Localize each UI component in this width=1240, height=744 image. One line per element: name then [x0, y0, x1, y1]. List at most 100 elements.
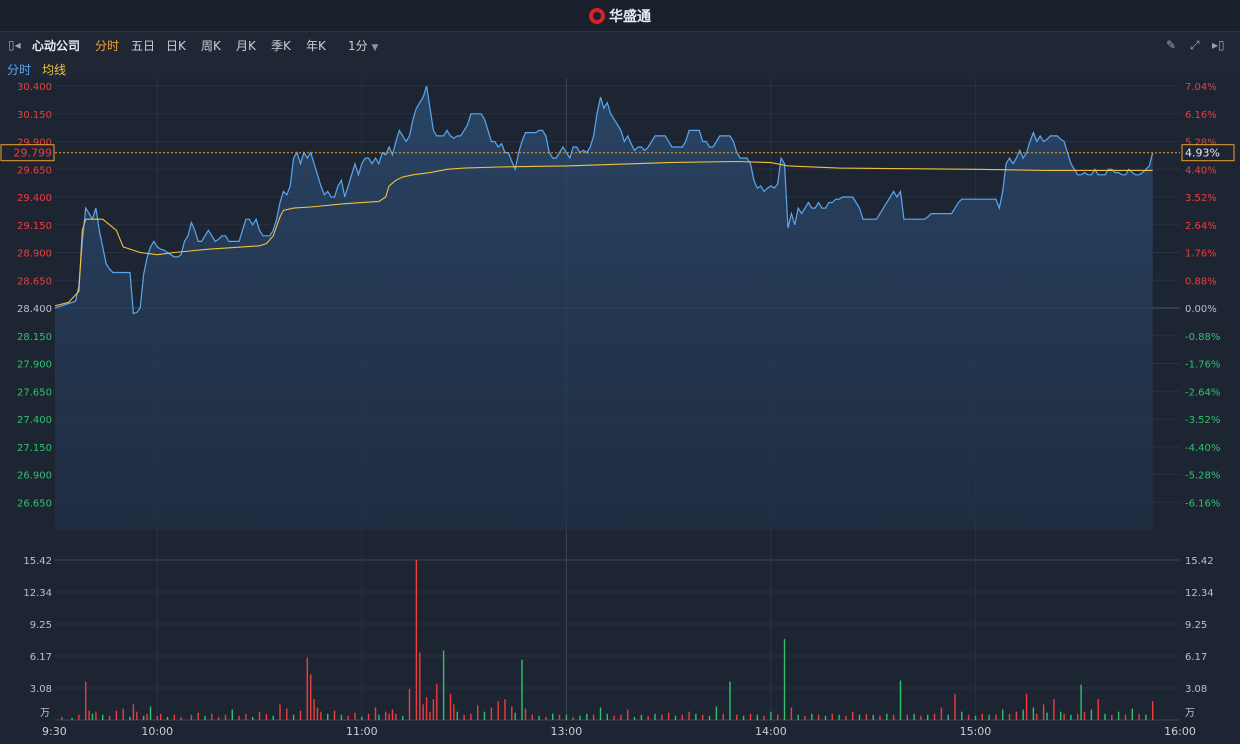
legend-bar: 分时 均线: [0, 58, 1240, 78]
legend-minute: 分时: [7, 63, 32, 77]
volume-tick-label: 3.08: [30, 684, 52, 695]
volume-tick-label: 9.25: [30, 620, 52, 631]
volume-bar: [132, 704, 135, 720]
volume-bar: [804, 715, 806, 720]
volume-bar: [654, 713, 656, 720]
volume-bar: [1111, 714, 1113, 720]
volume-bar: [102, 714, 104, 720]
volume-bar: [1036, 713, 1038, 720]
volume-bar: [688, 711, 690, 720]
volume-bar: [299, 710, 302, 720]
price-tick-label: 27.400: [17, 415, 52, 426]
current-price-box: [0, 144, 55, 162]
volume-bar: [1025, 694, 1028, 720]
volume-tick-label-right: 9.25: [1185, 620, 1207, 631]
volume-unit-label-right: 万: [1185, 708, 1195, 719]
pct-tick-label: 3.52%: [1185, 193, 1217, 204]
time-tick-label: 15:00: [960, 725, 992, 738]
volume-bar: [858, 714, 861, 720]
volume-bar: [149, 706, 152, 720]
volume-bar: [708, 715, 711, 720]
brand-logo-icon: [589, 8, 605, 24]
volume-bar: [824, 715, 827, 720]
volume-bar: [797, 714, 799, 720]
volume-bar: [320, 711, 322, 720]
pct-tick-label: -5.28%: [1185, 471, 1220, 482]
tab-day-k[interactable]: 日K: [166, 39, 186, 53]
collapse-right-icon[interactable]: ▸▯: [1212, 38, 1225, 52]
volume-bar: [933, 713, 936, 720]
stock-name: 心动公司: [32, 39, 81, 53]
volume-bar: [190, 714, 193, 720]
axes: 30.400 7.04% 30.150 6.16% 29.900 5.28% 29.650 4…: [17, 82, 1220, 738]
volume-bar: [156, 715, 158, 720]
volume-bar: [310, 674, 312, 720]
time-tick-label: 14:00: [755, 725, 787, 738]
volume-bar: [197, 712, 199, 720]
price-tick-label: 29.150: [17, 221, 52, 232]
interval-select[interactable]: 1分 ▼: [348, 37, 378, 54]
pct-tick-label: -6.16%: [1185, 498, 1220, 509]
volume-bar: [238, 715, 240, 720]
tab-quarter-k[interactable]: 季K: [271, 39, 291, 53]
time-tick-label: 11:00: [346, 725, 378, 738]
current-price-marker: 29.799 4.93%: [0, 144, 1235, 162]
volume-bar: [811, 713, 813, 720]
volume-bar: [606, 713, 608, 720]
pct-tick-label: 4.40%: [1185, 165, 1217, 176]
tab-year-k[interactable]: 年K: [306, 39, 326, 53]
pencil-icon[interactable]: ✎: [1166, 38, 1177, 52]
fullscreen-icon[interactable]: ⤢: [1190, 38, 1200, 52]
volume-bar: [88, 710, 90, 720]
volume-bar: [1046, 712, 1048, 720]
volume-bar: [770, 711, 772, 720]
pct-tick-label: -3.52%: [1185, 415, 1220, 426]
tab-week-k[interactable]: 周K: [201, 39, 221, 53]
pct-tick-label: -4.40%: [1185, 443, 1220, 454]
volume-bar: [429, 711, 431, 720]
collapse-left-icon[interactable]: ▯◂: [8, 38, 21, 52]
volume-bar: [436, 683, 438, 720]
volume-bar: [674, 715, 677, 720]
volume-bar: [722, 713, 724, 720]
volume-tick-label-right: 6.17: [1185, 652, 1207, 663]
tab-month-k[interactable]: 月K: [236, 39, 256, 53]
chevron-down-icon: ▼: [371, 43, 379, 53]
price-tick-label: 28.400: [17, 304, 52, 315]
volume-bars: [61, 560, 1154, 720]
volume-bar: [729, 681, 731, 720]
volume-bar: [514, 712, 516, 720]
pct-tick-label: 1.76%: [1185, 249, 1217, 260]
volume-bar: [872, 714, 874, 720]
volume-bar: [347, 715, 349, 720]
volume-bar: [425, 697, 428, 720]
current-change-label: 4.93%: [1185, 147, 1220, 160]
tab-five-day[interactable]: 五日: [131, 39, 156, 53]
volume-bar: [361, 716, 363, 720]
volume-bar: [180, 716, 182, 720]
volume-bar: [477, 705, 479, 720]
time-tick-label: 13:00: [551, 725, 583, 738]
pct-tick-label: 0.00%: [1185, 304, 1217, 315]
volume-bar: [927, 714, 929, 720]
tab-minute[interactable]: 分时: [95, 39, 120, 53]
volume-bar: [504, 699, 506, 720]
volume-bar: [702, 714, 704, 720]
volume-bar: [160, 713, 162, 720]
volume-bar: [981, 713, 983, 720]
price-tick-label: 28.150: [17, 332, 52, 343]
volume-bar: [258, 711, 261, 720]
volume-bar: [286, 708, 288, 720]
volume-bar: [1053, 699, 1055, 720]
volume-bar: [1042, 704, 1045, 720]
volume-bar: [661, 714, 663, 720]
volume-tick-label-right: 15.42: [1185, 556, 1214, 567]
volume-bar: [1060, 711, 1062, 720]
volume-bar: [272, 715, 274, 720]
price-tick-label: 28.650: [17, 276, 52, 287]
volume-tick-label-right: 12.34: [1185, 588, 1214, 599]
volume-bar: [374, 707, 377, 720]
volume-bar: [817, 714, 820, 720]
price-line-group: [54, 85, 1154, 315]
